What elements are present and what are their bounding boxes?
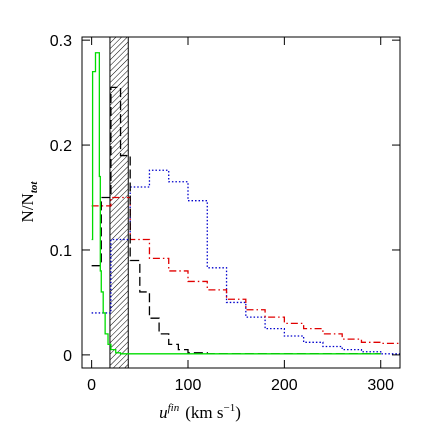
- x-label-unit: (km s: [185, 403, 223, 422]
- x-tick-label: 100: [175, 377, 202, 394]
- plot-frame: [81, 36, 401, 369]
- x-tick-label: 200: [271, 377, 298, 394]
- series-line: [91, 169, 400, 355]
- x-label-sup: fin: [168, 402, 180, 414]
- x-tick-label: 0: [87, 377, 96, 394]
- y-label-sub: tot: [28, 181, 40, 194]
- y-axis-label: N/Ntot: [18, 181, 40, 223]
- y-label-main: N/N: [18, 193, 37, 222]
- series-line: [91, 52, 381, 355]
- series-line: [91, 196, 400, 344]
- y-tick-label: 0.3: [50, 33, 72, 50]
- x-label-var: u: [159, 403, 168, 422]
- shaded-region: [109, 36, 129, 369]
- y-tick-label: 0.2: [50, 138, 72, 155]
- x-label-close: ): [235, 403, 241, 422]
- x-tick-label: 300: [367, 377, 394, 394]
- x-axis-label: ufin (km s−1): [159, 402, 241, 422]
- y-tick-label: 0: [63, 348, 72, 365]
- x-label-unit-sup: −1: [223, 402, 235, 414]
- y-tick-label: 0.1: [50, 243, 72, 260]
- series-line: [91, 86, 381, 355]
